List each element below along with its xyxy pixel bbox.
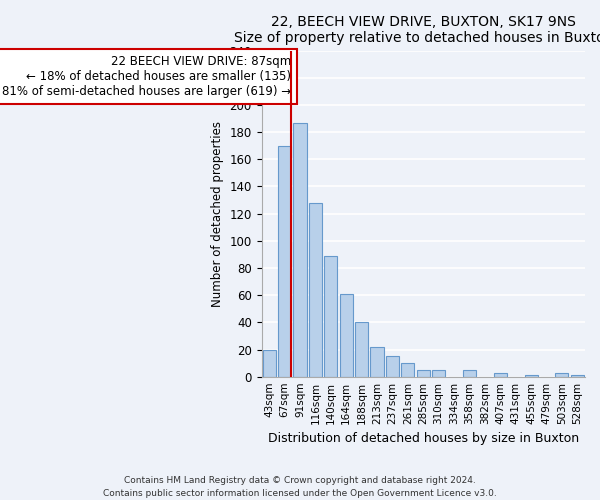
Bar bbox=[324, 256, 337, 376]
Bar bbox=[494, 372, 507, 376]
Bar bbox=[263, 350, 276, 376]
Bar bbox=[370, 347, 383, 376]
Bar bbox=[278, 146, 291, 376]
Bar bbox=[432, 370, 445, 376]
Bar bbox=[386, 356, 399, 376]
Bar bbox=[309, 202, 322, 376]
Text: 22 BEECH VIEW DRIVE: 87sqm
← 18% of detached houses are smaller (135)
81% of sem: 22 BEECH VIEW DRIVE: 87sqm ← 18% of deta… bbox=[2, 54, 291, 98]
Bar bbox=[401, 363, 415, 376]
Bar bbox=[355, 322, 368, 376]
Bar bbox=[293, 122, 307, 376]
Text: Contains HM Land Registry data © Crown copyright and database right 2024.
Contai: Contains HM Land Registry data © Crown c… bbox=[103, 476, 497, 498]
Bar bbox=[340, 294, 353, 376]
Bar bbox=[463, 370, 476, 376]
Y-axis label: Number of detached properties: Number of detached properties bbox=[211, 120, 224, 306]
X-axis label: Distribution of detached houses by size in Buxton: Distribution of detached houses by size … bbox=[268, 432, 579, 445]
Bar bbox=[556, 372, 568, 376]
Bar bbox=[417, 370, 430, 376]
Title: 22, BEECH VIEW DRIVE, BUXTON, SK17 9NS
Size of property relative to detached hou: 22, BEECH VIEW DRIVE, BUXTON, SK17 9NS S… bbox=[233, 15, 600, 45]
